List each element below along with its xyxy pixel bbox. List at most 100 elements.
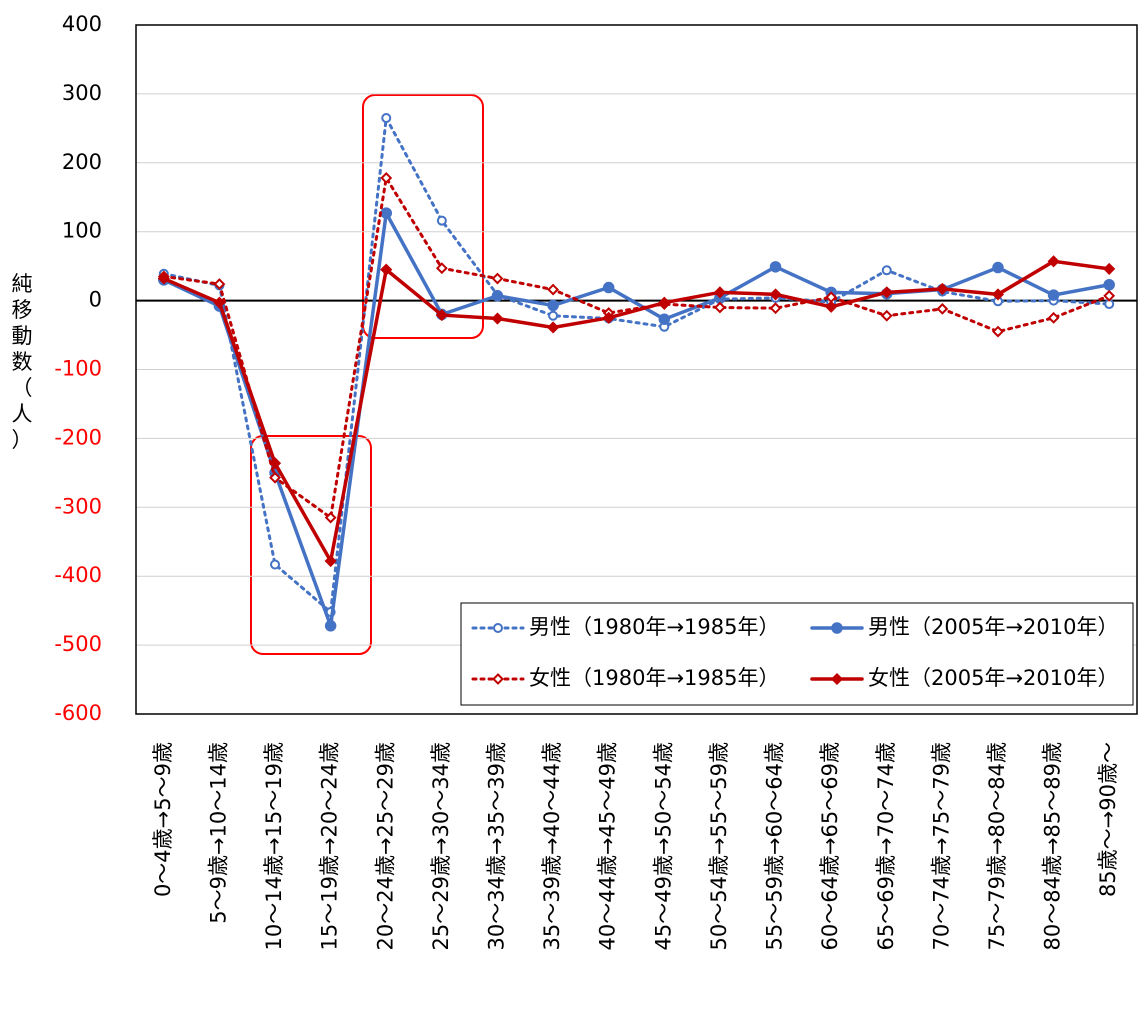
series-line: [162, 207, 1111, 627]
marker: [269, 471, 281, 484]
x-tick-label: 15～19歳→20～24歳: [318, 742, 342, 950]
series-line: [162, 173, 1111, 521]
x-tick-label: 10～14歳→15～19歳: [262, 742, 286, 950]
marker: [1047, 289, 1060, 301]
marker: [1103, 262, 1116, 275]
highlight-box: [250, 435, 372, 655]
y-axis-label-char: （: [12, 376, 33, 400]
marker: [1103, 279, 1115, 291]
marker: [936, 302, 949, 315]
marker: [380, 172, 393, 184]
x-tick-label: 0～4歳→5～9歳: [151, 742, 175, 897]
marker: [548, 310, 559, 321]
marker: [769, 261, 782, 273]
marker: [324, 554, 337, 568]
marker: [991, 288, 1005, 301]
x-tick-label: 55～59歳→60～64歳: [763, 742, 787, 950]
marker: [270, 559, 281, 570]
x-tick-label: 50～54歳→55～59歳: [707, 742, 731, 950]
marker: [830, 672, 844, 686]
marker: [1103, 289, 1116, 302]
y-tick-label: -200: [54, 425, 102, 449]
marker: [769, 288, 782, 301]
marker: [435, 262, 448, 275]
marker: [436, 215, 447, 226]
x-tick-label: 35～39歳→40～44歳: [540, 742, 564, 950]
x-tick-label: 85歳～→90歳～: [1096, 742, 1120, 897]
marker: [213, 278, 226, 290]
x-tick-label: 20～24歳→25～29歳: [373, 742, 397, 950]
y-axis-label-char: ）: [12, 428, 33, 452]
legend-label: 男性（2005年→2010年）: [868, 615, 1118, 639]
y-tick-label: -100: [54, 357, 102, 381]
marker: [491, 312, 504, 325]
legend-box: [460, 602, 1134, 706]
marker: [658, 296, 671, 309]
y-tick-label: -400: [54, 563, 102, 587]
marker: [769, 302, 782, 315]
y-tick-label: -500: [54, 632, 102, 656]
y-tick-label: 0: [89, 288, 102, 312]
y-axis-label-char: 数: [12, 350, 33, 374]
series-line: [162, 259, 1111, 567]
y-tick-label: 200: [62, 150, 102, 174]
marker: [493, 623, 503, 633]
marker: [380, 207, 392, 219]
marker: [992, 261, 1004, 274]
x-tick-label: 5～9歳→10～14歳: [206, 742, 230, 924]
y-tick-label: -600: [54, 701, 102, 725]
highlight-box: [362, 94, 484, 339]
x-tick-label: 80～84歳→85～89歳: [1041, 742, 1065, 950]
marker: [658, 313, 671, 325]
y-tick-label: 300: [62, 81, 102, 105]
marker: [492, 673, 504, 685]
marker: [547, 299, 559, 312]
marker: [881, 265, 892, 276]
y-axis-label-char: 移: [12, 298, 33, 322]
x-tick-label: 25～29歳→30～34歳: [429, 742, 453, 950]
plot-border: [135, 24, 1138, 715]
y-axis-label-char: 動: [12, 324, 33, 348]
x-tick-label: 65～69歳→70～74歳: [874, 742, 898, 950]
y-tick-label: 400: [62, 12, 102, 36]
x-tick-label: 40～44歳→45～49歳: [596, 742, 620, 950]
x-tick-label: 60～64歳→65～69歳: [818, 742, 842, 950]
marker: [714, 301, 726, 314]
marker: [268, 457, 282, 470]
legend-label: 女性（2005年→2010年）: [868, 666, 1118, 690]
marker: [713, 286, 726, 299]
marker: [1047, 255, 1060, 268]
x-tick-label: 45～49歳→50～54歳: [651, 742, 675, 950]
marker: [831, 622, 843, 634]
marker: [324, 511, 337, 524]
y-axis-label-char: 純: [12, 272, 33, 296]
marker: [936, 282, 949, 295]
marker: [602, 281, 615, 294]
marker: [825, 300, 838, 313]
x-tick-label: 70～74歳→75～79歳: [929, 742, 953, 950]
marker: [157, 272, 170, 285]
marker: [380, 263, 393, 276]
marker: [992, 325, 1004, 338]
marker: [602, 311, 615, 324]
y-tick-label: 100: [62, 219, 102, 243]
x-tick-label: 75～79歳→80～84歳: [985, 742, 1009, 950]
marker: [381, 113, 392, 124]
x-tick-label: 30～34歳→35～39歳: [484, 742, 508, 950]
legend-label: 男性（1980年→1985年）: [529, 615, 779, 639]
marker: [435, 309, 448, 322]
marker: [880, 286, 893, 299]
marker: [324, 620, 337, 632]
legend-label: 女性（1980年→1985年）: [529, 666, 779, 690]
marker: [491, 290, 504, 302]
series-line: [162, 113, 1111, 616]
y-tick-label: -300: [54, 494, 102, 518]
marker: [1047, 311, 1060, 324]
marker: [491, 272, 504, 285]
marker: [213, 296, 226, 309]
marker: [880, 309, 893, 322]
y-axis-label-char: 人: [12, 402, 33, 426]
marker: [547, 283, 559, 296]
marker: [547, 321, 560, 334]
